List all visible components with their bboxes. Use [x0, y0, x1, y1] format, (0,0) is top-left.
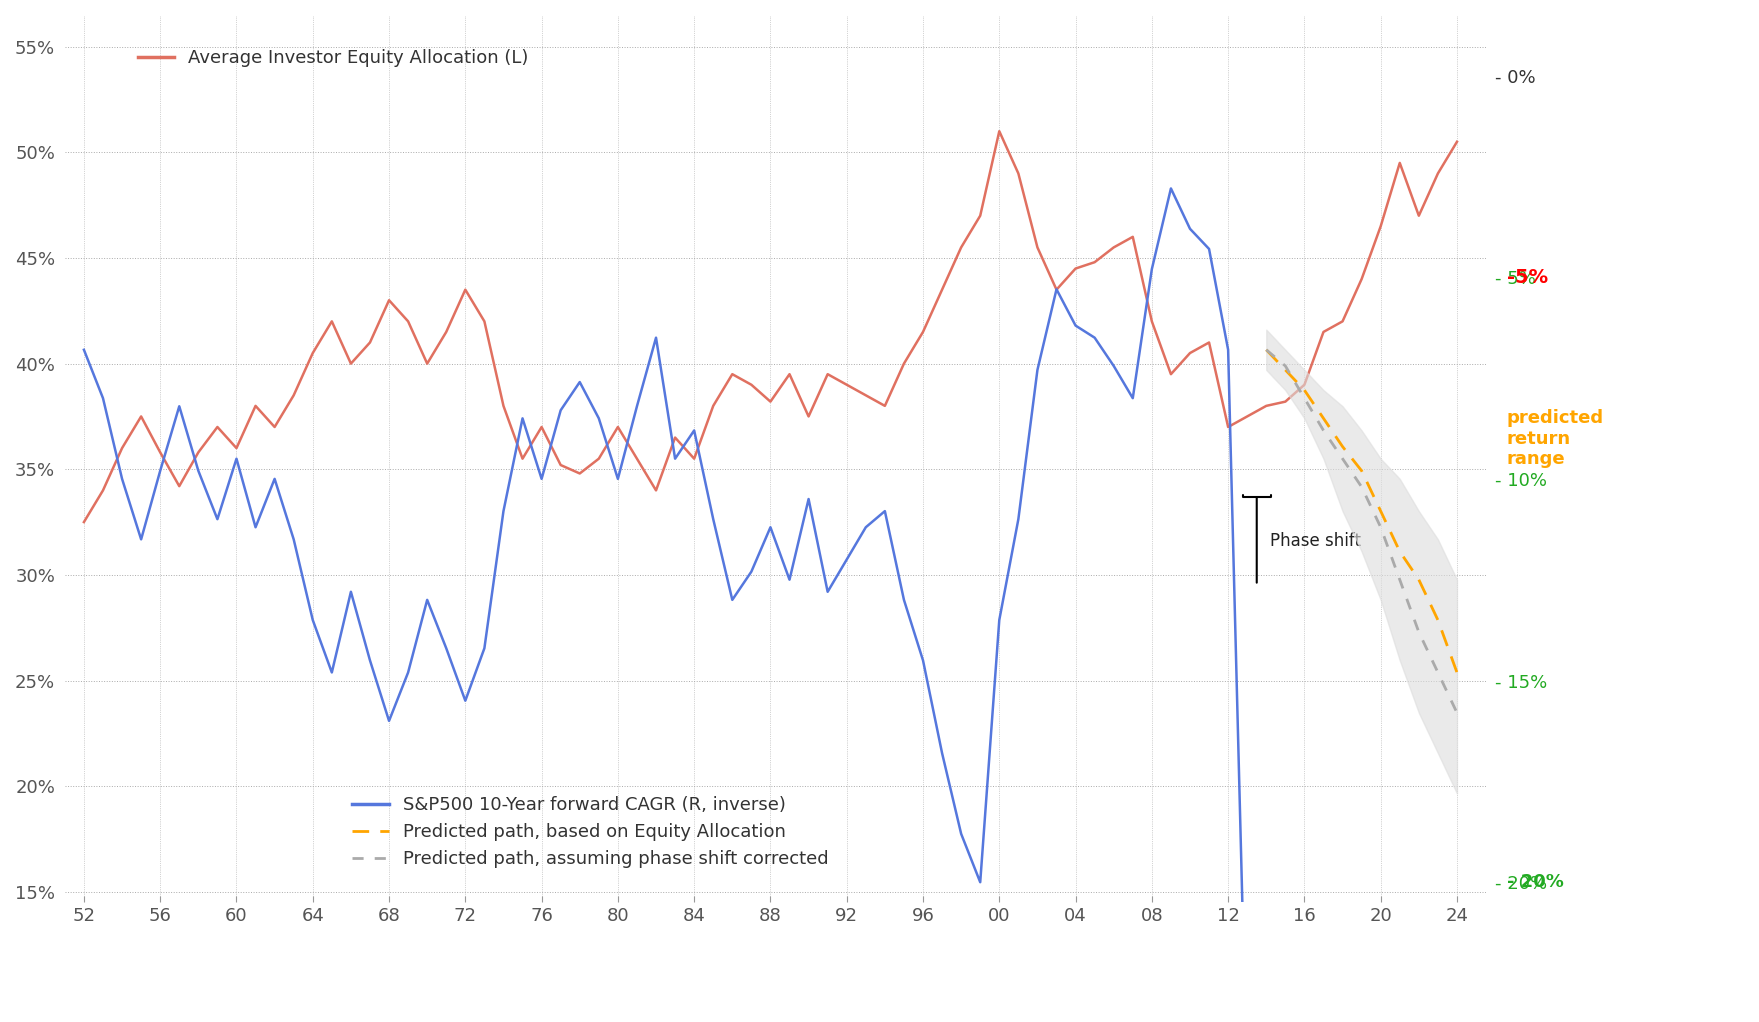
Text: -5%: -5%	[1507, 268, 1548, 287]
Legend: S&P500 10-Year forward CAGR (R, inverse), Predicted path, based on Equity Alloca: S&P500 10-Year forward CAGR (R, inverse)…	[345, 789, 836, 876]
Text: Phase shift: Phase shift	[1270, 532, 1361, 550]
Text: - 20%: - 20%	[1507, 873, 1564, 891]
Text: predicted
return
range: predicted return range	[1507, 409, 1604, 468]
